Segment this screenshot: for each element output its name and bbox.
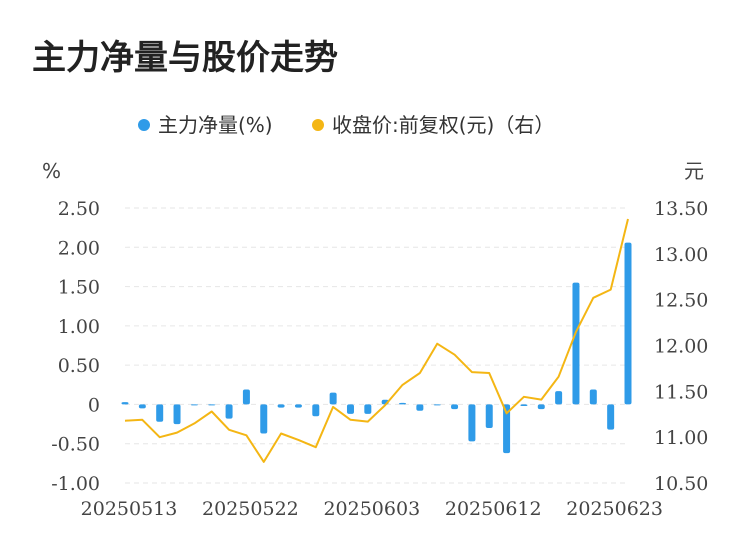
bar-mark bbox=[329, 392, 337, 405]
left-tick-label: 2.50 bbox=[58, 198, 100, 220]
bar-mark bbox=[555, 391, 563, 405]
bar-mark bbox=[277, 404, 285, 408]
left-tick-label: 0 bbox=[88, 394, 100, 416]
legend-line-label: 收盘价:前复权(元)（右） bbox=[332, 113, 554, 137]
bar-mark bbox=[624, 242, 632, 405]
x-tick-label: 20250513 bbox=[81, 498, 178, 520]
right-tick-label: 11.00 bbox=[654, 427, 708, 449]
price-line bbox=[124, 218, 629, 463]
bar-mark bbox=[537, 404, 545, 410]
legend-bar-label: 主力净量(%) bbox=[158, 113, 273, 137]
left-axis-ticks: 2.50 2.00 1.50 1.00 0.50 0 -0.50 -1.00 bbox=[51, 198, 100, 495]
left-tick-label: 1.50 bbox=[58, 277, 100, 299]
line-series bbox=[124, 218, 629, 463]
grid-lines bbox=[125, 207, 628, 484]
bar-mark bbox=[260, 404, 268, 434]
bar-mark bbox=[589, 389, 597, 405]
left-tick-label: 1.00 bbox=[58, 316, 100, 338]
right-tick-label: 13.50 bbox=[654, 198, 708, 220]
bar-mark bbox=[138, 404, 146, 409]
x-tick-label: 20250522 bbox=[202, 498, 299, 520]
bar-mark bbox=[607, 404, 615, 430]
left-tick-label: 2.00 bbox=[58, 237, 100, 259]
bar-mark bbox=[208, 404, 216, 406]
legend-line-marker bbox=[312, 119, 324, 131]
right-tick-label: 12.00 bbox=[654, 336, 708, 358]
x-tick-label: 20250603 bbox=[323, 498, 420, 520]
right-tick-label: 12.50 bbox=[654, 290, 708, 312]
left-tick-label: 0.50 bbox=[58, 355, 100, 377]
bar-mark bbox=[242, 389, 250, 405]
bar-mark bbox=[173, 404, 181, 425]
legend-bar-marker bbox=[138, 119, 150, 131]
bar-mark bbox=[121, 402, 129, 405]
chart-title: 主力净量与股价走势 bbox=[32, 38, 338, 78]
left-tick-label: -1.00 bbox=[51, 473, 100, 495]
left-axis-unit: % bbox=[42, 159, 61, 183]
bar-mark bbox=[503, 404, 511, 454]
bar-mark bbox=[225, 404, 233, 419]
bar-mark bbox=[433, 404, 441, 406]
x-tick-label: 20250612 bbox=[445, 498, 542, 520]
bar-mark bbox=[451, 404, 459, 410]
right-axis-unit: 元 bbox=[684, 159, 704, 183]
left-tick-label: -0.50 bbox=[51, 434, 100, 456]
bar-mark bbox=[416, 404, 424, 411]
bar-mark bbox=[520, 404, 528, 406]
right-tick-label: 13.00 bbox=[654, 244, 708, 266]
legend: 主力净量(%) 收盘价:前复权(元)（右） bbox=[138, 113, 554, 137]
bar-mark bbox=[156, 404, 164, 422]
bar-mark bbox=[364, 404, 372, 414]
bar-mark bbox=[485, 404, 493, 428]
right-axis-ticks: 13.50 13.00 12.50 12.00 11.50 11.00 10.50 bbox=[654, 198, 708, 495]
x-tick-label: 20250623 bbox=[566, 498, 663, 520]
bar-mark bbox=[399, 402, 407, 405]
bar-mark bbox=[294, 404, 302, 408]
bar-mark bbox=[312, 404, 320, 417]
bar-mark bbox=[190, 404, 198, 406]
x-axis-ticks: 20250513 20250522 20250603 20250612 20250623 bbox=[81, 498, 663, 520]
right-tick-label: 11.50 bbox=[654, 381, 708, 403]
right-tick-label: 10.50 bbox=[654, 473, 708, 495]
bar-mark bbox=[346, 404, 354, 414]
bar-mark bbox=[468, 404, 476, 442]
bar-series bbox=[121, 242, 632, 454]
bar-mark bbox=[572, 282, 580, 405]
